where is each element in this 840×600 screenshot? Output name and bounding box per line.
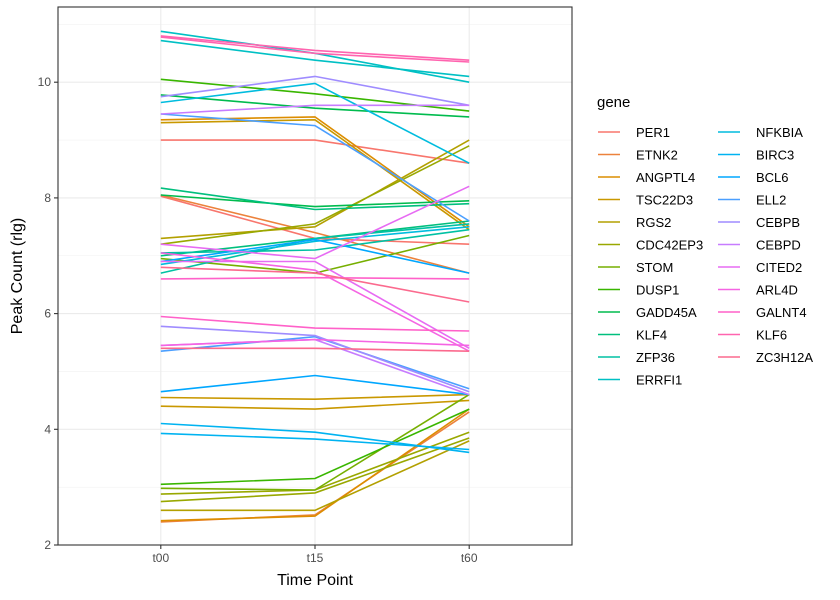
y-tick-label: 6 — [44, 307, 51, 321]
legend-label: ELL2 — [756, 193, 786, 208]
series-line-klf4-1 — [160, 187, 470, 211]
axes: 2 4 6 8 10 t00 t15 t60 — [38, 75, 478, 565]
legend-label: TSC22D3 — [636, 193, 693, 208]
series-line-tsc22d3-1 — [160, 393, 470, 401]
series-line-nfkbia-1 — [160, 82, 470, 164]
y-tick-label: 4 — [44, 422, 51, 436]
series-line-cited2-2 — [160, 260, 470, 349]
series-line-stom-1 — [160, 393, 470, 491]
series-line-arl4d-1 — [160, 252, 470, 352]
x-axis-title: Time Point — [277, 572, 353, 589]
legend-label: ANGPTL4 — [636, 170, 695, 185]
legend-label: ARL4D — [756, 283, 798, 298]
legend-label: RGS2 — [636, 215, 671, 230]
series-line-cebpb-1 — [160, 75, 470, 107]
y-axis-title: Peak Count (rlg) — [9, 218, 26, 335]
legend-label: KLF6 — [756, 328, 787, 343]
series-line-nfkbia-2 — [160, 226, 470, 266]
series-line-rgs2-2 — [160, 440, 470, 512]
grid-lines — [58, 7, 572, 546]
series-line-gadd45a-1 — [160, 94, 470, 118]
series-line-zc3h12a-1 — [160, 266, 470, 303]
legend: gene PER1 ETNK2 ANGPTL4 TSC22D3 RGS2 CDC42EP3… — [597, 94, 813, 388]
legend-label: BCL6 — [756, 170, 789, 185]
legend-label: KLF4 — [636, 328, 667, 343]
series-line-etnk2-1 — [160, 194, 470, 274]
series-line-rgs2-1 — [160, 139, 470, 240]
series-line-bcl6-1 — [160, 374, 470, 396]
x-tick-label: t15 — [307, 551, 324, 565]
legend-label: ZC3H12A — [756, 350, 813, 365]
series-line-cited2-1 — [160, 185, 470, 260]
series-line-angptl4-1 — [160, 408, 470, 522]
legend-label: CDC42EP3 — [636, 238, 703, 253]
series-line-ell2-1 — [160, 113, 470, 222]
series-line-klf6-2 — [160, 36, 470, 63]
series-lines — [160, 30, 470, 523]
series-line-dusp1-2 — [160, 408, 470, 486]
series-line-cebpb-2 — [160, 325, 470, 393]
legend-label: CEBPD — [756, 238, 801, 253]
x-tick-label: t00 — [152, 551, 169, 565]
series-line-cdc42ep3-3 — [160, 437, 470, 503]
series-line-errfi1-1 — [160, 39, 470, 78]
series-line-birc3-2 — [160, 432, 470, 451]
series-line-cebpd-1 — [160, 104, 470, 115]
legend-label: DUSP1 — [636, 283, 679, 298]
series-line-arl4d-2 — [160, 338, 470, 347]
series-line-klf6-1 — [160, 35, 470, 61]
series-line-tsc22d3-3 — [160, 118, 470, 231]
legend-label: ZFP36 — [636, 350, 675, 365]
legend-title: gene — [597, 94, 630, 111]
series-line-galnt4-2 — [160, 276, 470, 280]
series-line-per1-2 — [160, 139, 470, 164]
y-tick-label: 8 — [44, 191, 51, 205]
legend-label: STOM — [636, 260, 673, 275]
y-tick-label: 2 — [44, 538, 51, 552]
legend-label: ERRFI1 — [636, 373, 682, 388]
legend-label: GADD45A — [636, 305, 697, 320]
legend-label: PER1 — [636, 125, 670, 140]
legend-label: NFKBIA — [756, 125, 803, 140]
legend-label: GALNT4 — [756, 305, 807, 320]
series-line-cdc42ep3-1 — [160, 145, 470, 245]
series-line-bcl6-2 — [160, 238, 470, 274]
series-line-gadd45a-2 — [160, 194, 470, 208]
legend-label: CEBPB — [756, 215, 800, 230]
series-line-zc3h12a-2 — [160, 347, 470, 352]
series-line-angptl4-2 — [160, 116, 470, 228]
series-line-ell2-2 — [160, 335, 470, 390]
series-line-tsc22d3-2 — [160, 399, 470, 410]
y-tick-label: 10 — [38, 75, 52, 89]
series-line-galnt4-1 — [160, 315, 470, 332]
legend-label: ETNK2 — [636, 148, 678, 163]
legend-label: CITED2 — [756, 260, 802, 275]
series-line-zfp36-2 — [160, 228, 470, 254]
x-tick-label: t60 — [461, 551, 478, 565]
legend-label: BIRC3 — [756, 148, 794, 163]
